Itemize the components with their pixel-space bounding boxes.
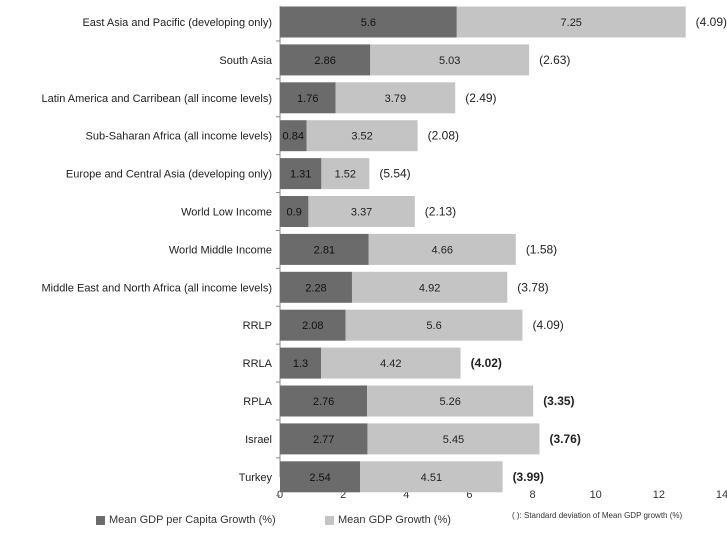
std-dev-label: (4.02) xyxy=(471,356,502,370)
std-dev-label: (2.13) xyxy=(425,205,456,219)
bar-value-label: 2.28 xyxy=(305,282,326,294)
x-tick-label: 4 xyxy=(403,489,409,501)
bar-segment xyxy=(456,6,686,38)
legend-item-gdp-growth: Mean GDP Growth (%) xyxy=(325,514,451,526)
std-dev-label: (2.63) xyxy=(539,53,570,67)
bar-value-label: 5.6 xyxy=(426,320,441,332)
category-label: East Asia and Pacific (developing only) xyxy=(82,17,272,29)
bar-segment xyxy=(335,82,456,114)
bar-value-label: 4.66 xyxy=(432,244,453,256)
category-label: Latin America and Carribean (all income … xyxy=(42,93,273,105)
bar-value-label: 3.52 xyxy=(351,131,372,143)
x-tick-label: 2 xyxy=(340,489,346,501)
category-label: Europe and Central Asia (developing only… xyxy=(66,169,272,181)
category-label: Turkey xyxy=(239,472,273,484)
std-dev-note: ( ): Standard deviation of Mean GDP grow… xyxy=(512,511,683,520)
category-label: RPLA xyxy=(243,396,272,408)
std-dev-label: (3.76) xyxy=(550,432,581,446)
bar-value-label: 3.79 xyxy=(385,93,406,105)
bar-value-label: 5.26 xyxy=(439,396,460,408)
bar-value-label: 4.51 xyxy=(421,472,442,484)
std-dev-label: (3.99) xyxy=(513,470,544,484)
bar-value-label: 1.3 xyxy=(293,358,308,370)
bar-value-label: 4.92 xyxy=(419,282,440,294)
legend-label-gdp-per-capita: Mean GDP per Capita Growth (%) xyxy=(109,514,276,526)
std-dev-label: (2.49) xyxy=(465,91,496,105)
bar-value-label: 1.52 xyxy=(335,169,356,181)
bar-segment xyxy=(280,309,346,341)
bar-segment xyxy=(280,271,352,303)
bar-segment xyxy=(280,233,369,265)
bar-segment xyxy=(280,196,309,227)
bar-segment xyxy=(280,82,336,114)
std-dev-label: (4.09) xyxy=(696,15,727,29)
bar-segment xyxy=(345,309,523,341)
category-label: South Asia xyxy=(219,55,272,67)
bar-segment xyxy=(321,347,461,379)
bar-segment xyxy=(280,347,322,379)
bar-value-label: 0.84 xyxy=(283,131,304,143)
x-tick-label: 10 xyxy=(590,489,602,501)
bar-value-label: 3.37 xyxy=(351,207,372,219)
category-label: RRLP xyxy=(243,320,272,332)
bar-segment xyxy=(280,6,457,38)
bar-value-label: 2.76 xyxy=(313,396,334,408)
bar-value-label: 5.45 xyxy=(443,434,464,446)
bar-segment xyxy=(351,271,508,303)
std-dev-label: (2.08) xyxy=(428,129,459,143)
x-tick-label: 8 xyxy=(529,489,535,501)
bar-segment xyxy=(280,120,307,152)
bar-value-label: 0.9 xyxy=(287,207,302,219)
bar-value-label: 7.25 xyxy=(561,17,582,29)
bar-segment xyxy=(280,44,371,76)
category-label: World Low Income xyxy=(181,207,272,219)
legend-swatch-dark xyxy=(96,515,105,525)
x-tick-label: 12 xyxy=(653,489,665,501)
bar-value-label: 2.54 xyxy=(309,472,330,484)
bar-segment xyxy=(280,423,368,455)
bar-segment xyxy=(370,44,530,76)
category-label: Sub-Saharan Africa (all income levels) xyxy=(86,131,272,143)
legend-item-gdp-per-capita: Mean GDP per Capita Growth (%) xyxy=(96,514,276,526)
x-tick-label: 14 xyxy=(716,489,727,501)
bar-segment xyxy=(360,461,503,493)
bar-value-label: 2.86 xyxy=(314,55,335,67)
bar-segment xyxy=(367,423,540,455)
bar-segment xyxy=(368,233,516,265)
bar-segment xyxy=(367,385,534,417)
bar-value-label: 2.81 xyxy=(314,244,335,256)
std-dev-label: (3.78) xyxy=(517,280,548,294)
bar-segment xyxy=(306,120,418,152)
x-tick-label: 0 xyxy=(277,489,283,501)
category-label: RRLA xyxy=(243,358,273,370)
bar-value-label: 1.31 xyxy=(290,169,311,181)
std-dev-label: (3.35) xyxy=(543,394,574,408)
legend-swatch-light xyxy=(325,515,334,525)
bar-segment xyxy=(280,461,361,493)
std-dev-label: (4.09) xyxy=(532,318,563,332)
bar-segment xyxy=(321,158,370,190)
bar-segment xyxy=(308,196,415,227)
category-label: Middle East and North Africa (all income… xyxy=(42,282,272,294)
bar-value-label: 1.76 xyxy=(297,93,318,105)
bar-value-label: 2.77 xyxy=(313,434,334,446)
bar-value-label: 5.6 xyxy=(361,17,376,29)
bar-segment xyxy=(280,385,368,417)
std-dev-label: (5.54) xyxy=(379,167,410,181)
legend-label-gdp-growth: Mean GDP Growth (%) xyxy=(338,514,451,526)
category-label: Israel xyxy=(245,434,272,446)
bar-value-label: 2.08 xyxy=(302,320,323,332)
std-dev-label: (1.58) xyxy=(526,242,557,256)
category-label: World Middle Income xyxy=(169,244,272,256)
bar-segment xyxy=(280,158,322,190)
bar-value-label: 5.03 xyxy=(439,55,460,67)
bar-value-label: 4.42 xyxy=(380,358,401,370)
x-tick-label: 6 xyxy=(466,489,472,501)
